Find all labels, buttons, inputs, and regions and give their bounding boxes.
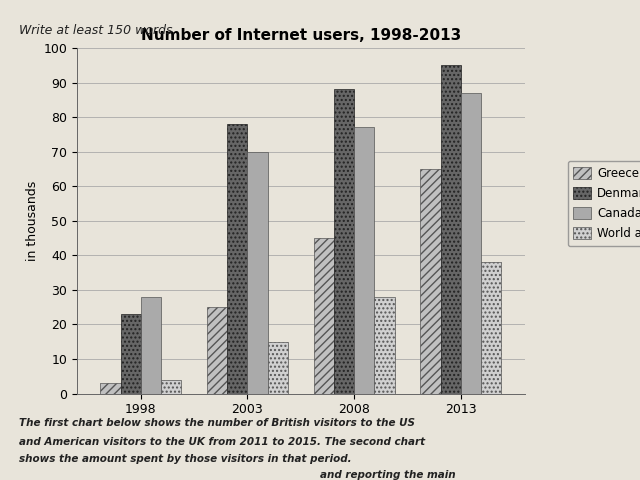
Legend: Greece, Denmark, Canada, World average: Greece, Denmark, Canada, World average — [568, 161, 640, 246]
Bar — [207, 307, 227, 394]
Text: The first chart below shows the number of British visitors to the US: The first chart below shows the number o… — [19, 418, 415, 428]
Bar — [227, 124, 248, 394]
Bar — [141, 297, 161, 394]
Bar — [374, 297, 395, 394]
Bar — [248, 152, 268, 394]
Text: and American visitors to the UK from 2011 to 2015. The second chart: and American visitors to the UK from 201… — [19, 437, 426, 447]
Bar — [354, 128, 374, 394]
Bar — [334, 89, 354, 394]
Bar — [481, 262, 501, 394]
Bar — [461, 93, 481, 394]
Y-axis label: in thousands: in thousands — [26, 180, 39, 261]
Bar — [440, 65, 461, 394]
Text: and reporting the main: and reporting the main — [320, 470, 456, 480]
Text: Write at least 150 words.: Write at least 150 words. — [19, 24, 177, 37]
Title: Number of Internet users, 1998-2013: Number of Internet users, 1998-2013 — [141, 28, 461, 43]
Text: shows the amount spent by those visitors in that period.: shows the amount spent by those visitors… — [19, 454, 352, 464]
Bar — [420, 169, 440, 394]
Bar — [100, 383, 120, 394]
Bar — [161, 380, 181, 394]
Bar — [268, 342, 288, 394]
Bar — [120, 314, 141, 394]
Bar — [314, 238, 334, 394]
